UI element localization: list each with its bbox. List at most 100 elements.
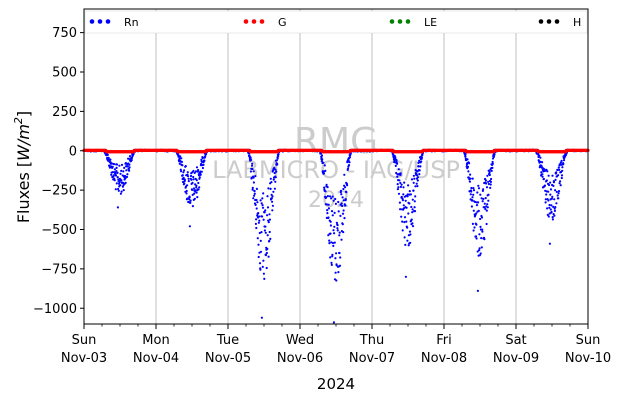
rn-point	[539, 156, 542, 159]
rn-point	[262, 259, 265, 262]
rn-point	[266, 234, 269, 237]
rn-point	[255, 198, 258, 202]
rn-point	[249, 170, 252, 173]
legend: Rn G LE H	[84, 10, 588, 34]
x-tick-label-day: Thu	[359, 333, 384, 348]
rn-point	[542, 177, 546, 181]
rn-point	[183, 178, 186, 181]
rn-point	[194, 170, 198, 173]
rn-point	[418, 173, 421, 176]
rn-point	[274, 176, 277, 179]
rn-point	[251, 186, 254, 189]
rn-point	[409, 241, 412, 244]
rn-point	[266, 214, 269, 217]
rn-point	[344, 204, 347, 207]
x-tick-label-date: Nov-04	[133, 351, 179, 366]
rn-point	[256, 237, 259, 240]
rn-point	[559, 184, 562, 187]
rn-point	[189, 199, 192, 202]
rn-point	[123, 174, 127, 178]
rn-point	[404, 243, 407, 246]
rn-point	[277, 155, 280, 158]
x-tick-label-day: Wed	[286, 333, 314, 348]
rn-point	[547, 190, 550, 193]
x-tick-label-day: Fri	[436, 333, 452, 348]
rn-point	[561, 166, 564, 169]
rn-point	[270, 193, 273, 196]
rn-point	[403, 236, 406, 239]
rn-point	[477, 184, 480, 187]
rn-point	[400, 215, 403, 218]
rn-point	[406, 195, 409, 198]
legend-marker	[397, 19, 403, 24]
rn-point	[268, 230, 271, 234]
rn-point	[339, 256, 342, 259]
rn-point	[348, 161, 351, 164]
rn-point	[470, 186, 473, 190]
rn-point	[258, 215, 261, 218]
rn-point	[338, 234, 341, 237]
rn-point	[322, 172, 326, 175]
rn-point	[186, 175, 190, 178]
rn-point	[256, 214, 259, 217]
rn-point	[491, 157, 495, 160]
rn-point	[394, 156, 397, 159]
rn-point	[482, 188, 485, 191]
rn-point	[470, 205, 473, 208]
rn-point	[252, 170, 255, 173]
rn-point	[326, 209, 329, 212]
rn-point	[122, 184, 125, 187]
rn-point	[108, 164, 111, 167]
rn-point	[487, 182, 490, 186]
rn-point	[182, 176, 185, 179]
rn-point	[180, 160, 183, 163]
rn-point	[327, 203, 330, 206]
rn-point	[333, 241, 336, 244]
rn-point	[114, 174, 118, 177]
rn-point	[492, 155, 495, 158]
rn-point	[346, 167, 350, 170]
rn-point	[488, 173, 491, 177]
rn-point	[274, 168, 277, 171]
x-tick-label-day: Sat	[505, 333, 526, 348]
rn-point	[276, 157, 279, 160]
rn-point	[269, 187, 272, 190]
x-tick-label-day: Tue	[216, 333, 239, 348]
x-tick-label-day: Sun	[576, 333, 601, 348]
rn-point	[106, 153, 109, 156]
rn-point	[482, 197, 485, 201]
y-tick-label: −1000	[33, 302, 77, 317]
rn-point	[339, 214, 342, 217]
rn-point	[329, 224, 332, 227]
rn-point	[483, 238, 486, 241]
rn-point	[345, 191, 348, 194]
rn-point	[332, 199, 335, 202]
rn-point	[399, 181, 402, 184]
rn-point	[335, 252, 338, 255]
rn-point	[267, 221, 270, 224]
rn-point	[251, 188, 254, 191]
rn-point	[410, 218, 413, 221]
rn-point	[411, 211, 414, 214]
rn-point	[321, 158, 324, 161]
rn-point	[475, 212, 478, 215]
rn-point	[323, 164, 326, 167]
rn-point	[202, 163, 205, 166]
rn-point	[560, 159, 563, 162]
rn-point	[269, 177, 272, 180]
x-tick-label-date: Nov-07	[349, 351, 395, 366]
rn-point	[329, 256, 332, 259]
rn-point	[179, 155, 182, 158]
legend-label: LE	[424, 16, 437, 29]
rn-point	[471, 222, 474, 225]
rn-point	[416, 185, 419, 188]
rn-point	[325, 203, 329, 206]
rn-point	[114, 188, 117, 191]
rn-point	[257, 221, 260, 224]
rn-point	[547, 174, 550, 177]
rn-point	[191, 181, 194, 184]
rn-point	[191, 193, 194, 196]
rn-point	[123, 166, 126, 169]
rn-point	[253, 189, 256, 193]
y-tick-label: −750	[41, 262, 77, 277]
